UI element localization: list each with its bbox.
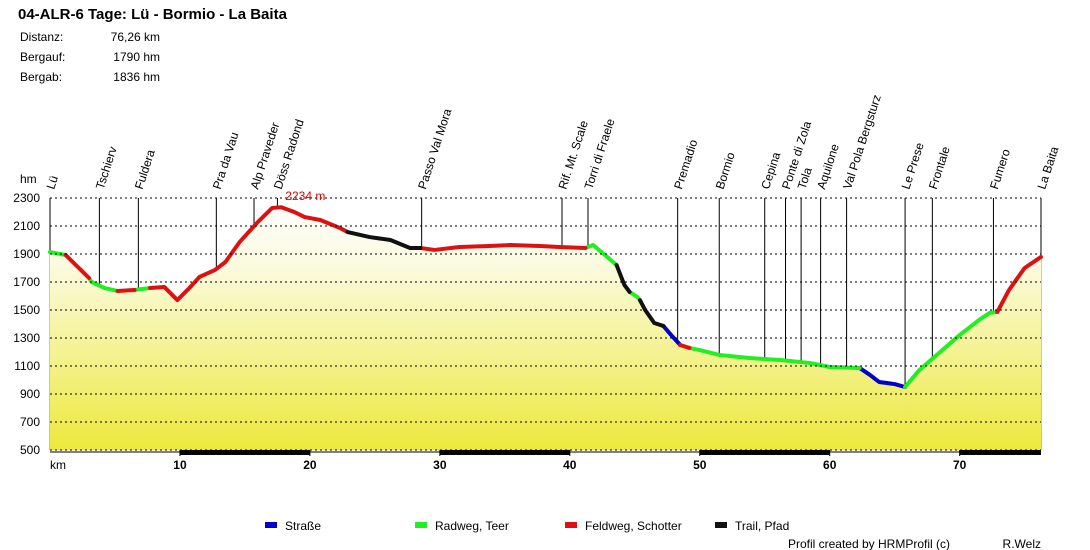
waypoint-label: Pra da Vau xyxy=(210,130,242,191)
stat-label: Distanz: xyxy=(20,30,63,44)
peak-label: 2234 m xyxy=(285,189,325,203)
x-tick-label: 20 xyxy=(303,458,317,472)
y-tick-label: 1300 xyxy=(13,331,40,345)
profile-fill xyxy=(49,206,1042,451)
waypoint-label: Aquilone xyxy=(814,142,842,191)
profile-area xyxy=(65,254,90,451)
profile-area xyxy=(689,347,860,451)
waypoint-label: Le Prese xyxy=(899,141,927,191)
profile-area xyxy=(347,231,421,451)
stat-value: 76,26 km xyxy=(111,30,160,44)
stat-label: Bergab: xyxy=(20,70,62,84)
profile-area xyxy=(49,251,66,451)
profile-area xyxy=(616,264,630,451)
profile-line xyxy=(583,243,619,268)
profile-area xyxy=(859,367,906,451)
x-axis-band xyxy=(439,450,570,455)
profile-line xyxy=(148,205,350,303)
waypoint-label: Passo Val Mora xyxy=(415,107,454,191)
profile-line xyxy=(115,287,137,293)
profile-line xyxy=(678,343,692,350)
profile-area xyxy=(679,344,690,451)
profile-area xyxy=(134,287,151,451)
chart-title: 04-ALR-6 Tage: Lü - Bormio - La Baita xyxy=(18,6,288,23)
profile-line xyxy=(418,243,588,252)
waypoint-label: Fuldera xyxy=(132,148,158,191)
x-tick-label: 60 xyxy=(823,458,837,472)
profile-line xyxy=(903,309,1000,389)
profile-area xyxy=(997,256,1042,451)
profile-line xyxy=(614,263,632,294)
stat-value: 1836 hm xyxy=(113,70,160,84)
profile-area xyxy=(88,276,118,451)
legend-swatch xyxy=(565,522,577,528)
profile-line xyxy=(857,365,908,389)
stat-label: Bergauf: xyxy=(20,50,65,64)
y-tick-label: 500 xyxy=(20,443,40,457)
profile-area xyxy=(629,291,641,451)
legend-swatch xyxy=(715,522,727,528)
profile-area xyxy=(420,244,586,451)
profile-area xyxy=(117,289,135,451)
x-tick-label: 30 xyxy=(433,458,447,472)
profile-line xyxy=(86,275,120,293)
x-tick-label: 10 xyxy=(173,458,187,472)
x-tick-label: 70 xyxy=(953,458,967,472)
profile-line xyxy=(48,250,68,257)
y-axis-label: hm xyxy=(20,172,37,186)
y-tick-label: 1500 xyxy=(13,303,40,317)
x-axis-band xyxy=(179,450,310,455)
profile-line xyxy=(661,323,683,347)
y-tick-label: 2100 xyxy=(13,219,40,233)
y-tick-label: 2300 xyxy=(13,191,40,205)
legend-label: Trail, Pfad xyxy=(735,519,789,533)
x-axis-label: km xyxy=(50,458,66,472)
legend-label: Straße xyxy=(285,519,321,533)
profile-line xyxy=(995,254,1043,314)
y-tick-label: 700 xyxy=(20,415,40,429)
waypoint-label: Tola xyxy=(795,165,815,191)
x-tick-label: 40 xyxy=(563,458,577,472)
profile-area xyxy=(585,244,617,451)
legend-swatch xyxy=(265,522,277,528)
waypoint-label: Lü xyxy=(44,174,61,191)
y-tick-label: 1700 xyxy=(13,275,40,289)
y-tick-label: 1900 xyxy=(13,247,40,261)
x-tick-label: 50 xyxy=(693,458,707,472)
waypoint-label: Val Pola Bergsturz xyxy=(840,93,884,191)
author: R.Welz xyxy=(1003,537,1041,550)
waypoint-label: Tschierv xyxy=(93,145,120,191)
x-axis-band xyxy=(699,450,830,455)
legend-label: Radweg, Teer xyxy=(435,519,509,533)
waypoint-label: Premadio xyxy=(671,137,700,190)
legend-swatch xyxy=(415,522,427,528)
profile-line xyxy=(132,286,153,292)
profile-line xyxy=(63,252,91,280)
credit: Profil created by HRMProfil (c) xyxy=(788,537,950,550)
y-tick-label: 900 xyxy=(20,387,40,401)
legend-label: Feldweg, Schotter xyxy=(585,519,682,533)
x-axis-band xyxy=(959,450,1041,455)
waypoint-label: Frontale xyxy=(926,144,953,191)
waypoint-label: Bormio xyxy=(713,150,738,191)
waypoint-label: La Baita xyxy=(1035,144,1062,191)
profile-area xyxy=(904,311,998,451)
profile-line xyxy=(637,298,666,328)
profile-line xyxy=(345,230,423,250)
stat-value: 1790 hm xyxy=(113,50,160,64)
waypoint-label: Fumero xyxy=(987,147,1013,191)
profile-area xyxy=(149,206,348,451)
y-tick-label: 1100 xyxy=(14,359,40,373)
